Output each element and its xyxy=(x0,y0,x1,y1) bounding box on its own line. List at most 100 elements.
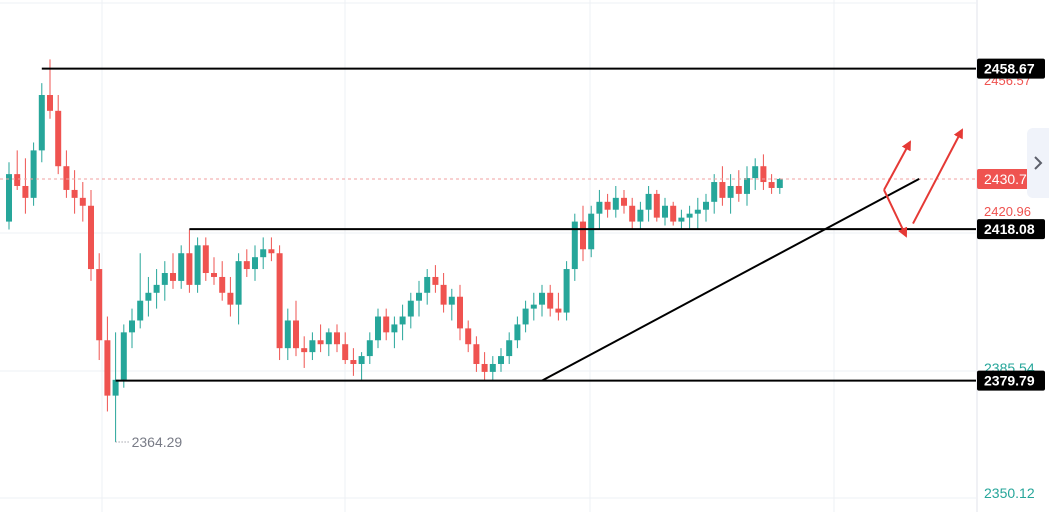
candle-body xyxy=(342,344,349,361)
candle xyxy=(309,332,316,361)
candle xyxy=(670,201,677,226)
resistance-badge xyxy=(977,58,1045,79)
candle xyxy=(727,174,734,214)
candle xyxy=(14,150,21,190)
candle-body xyxy=(170,273,176,281)
candle xyxy=(703,193,709,222)
candle-body xyxy=(440,284,447,305)
candle-body xyxy=(309,340,316,353)
candle xyxy=(219,261,226,301)
candle xyxy=(6,162,12,230)
candle xyxy=(284,308,291,361)
candle-body xyxy=(481,363,488,372)
candle-body xyxy=(489,363,496,372)
candle xyxy=(653,189,660,222)
candle xyxy=(399,304,406,341)
candle xyxy=(547,284,554,317)
candle-body xyxy=(424,276,431,293)
candle-body xyxy=(399,316,406,325)
candle-body xyxy=(47,95,53,111)
candle xyxy=(555,292,562,321)
candle-body xyxy=(735,185,742,194)
candle xyxy=(522,300,529,333)
candle-body xyxy=(571,221,578,270)
candle xyxy=(129,308,135,349)
candle-body xyxy=(358,356,365,364)
candlestick-series xyxy=(6,59,783,442)
candle xyxy=(760,154,767,190)
candle-body xyxy=(375,316,381,341)
candle xyxy=(38,83,45,163)
range-top-badge-label: 2418.08 xyxy=(984,221,1035,237)
candle-body xyxy=(391,324,398,333)
candle xyxy=(588,205,595,258)
candle-body xyxy=(96,269,103,341)
candle xyxy=(465,320,472,353)
candle-body xyxy=(711,182,718,202)
range-bottom-badge xyxy=(977,370,1045,391)
candle-body xyxy=(145,292,152,301)
candle xyxy=(22,158,29,214)
candle xyxy=(768,174,775,194)
candle-body xyxy=(293,320,299,349)
candle xyxy=(457,284,463,341)
trendline xyxy=(541,177,920,382)
low-marker-label: 2364.29 xyxy=(132,434,183,450)
candle xyxy=(629,197,636,230)
candle-body xyxy=(227,292,234,305)
candle-body xyxy=(88,205,94,270)
price-axis: 2456.572420.962350.122385.542458.672418.… xyxy=(976,0,1045,512)
candle xyxy=(145,276,152,317)
candle-body xyxy=(202,245,209,274)
candle-body xyxy=(448,296,455,305)
candle-body xyxy=(334,332,340,345)
candle-body xyxy=(219,276,226,293)
current-price-label: 2430.78 xyxy=(984,171,1035,187)
candle xyxy=(662,197,668,226)
candle-body xyxy=(30,150,37,198)
candle-body xyxy=(284,320,291,349)
candle-body xyxy=(465,328,472,345)
candle xyxy=(260,237,267,270)
candle-body xyxy=(686,213,693,218)
candle-body xyxy=(670,205,677,222)
candle-body xyxy=(457,296,463,329)
candle xyxy=(571,213,578,281)
candle xyxy=(55,95,62,175)
candle xyxy=(604,193,611,218)
candle xyxy=(407,292,414,329)
candle xyxy=(686,205,693,230)
candle xyxy=(170,253,176,289)
candle xyxy=(161,261,168,301)
candle xyxy=(424,269,431,305)
candle-body xyxy=(38,95,45,151)
candle xyxy=(416,280,422,317)
grid xyxy=(0,0,976,512)
candle xyxy=(481,352,488,380)
candle xyxy=(489,356,496,380)
candle-body xyxy=(211,273,217,277)
candle xyxy=(612,185,619,218)
candle-body xyxy=(555,308,562,313)
candle-body xyxy=(522,308,529,325)
candle xyxy=(137,253,144,329)
candle xyxy=(334,324,340,353)
candle xyxy=(243,249,250,277)
scroll-right-button[interactable] xyxy=(1027,128,1049,198)
candle xyxy=(63,150,70,198)
candle xyxy=(473,336,480,372)
candle xyxy=(530,292,537,321)
candle xyxy=(350,348,357,376)
candle-body xyxy=(178,253,185,281)
candle-body xyxy=(662,205,668,218)
candle xyxy=(104,316,111,412)
candle-body xyxy=(703,201,709,210)
candle-body xyxy=(243,261,250,270)
candle-body xyxy=(694,209,701,214)
forecast-arrow-up xyxy=(912,128,963,225)
candle-body xyxy=(563,269,570,313)
candle-body xyxy=(645,193,652,210)
candle xyxy=(342,332,349,364)
candle xyxy=(202,237,209,281)
